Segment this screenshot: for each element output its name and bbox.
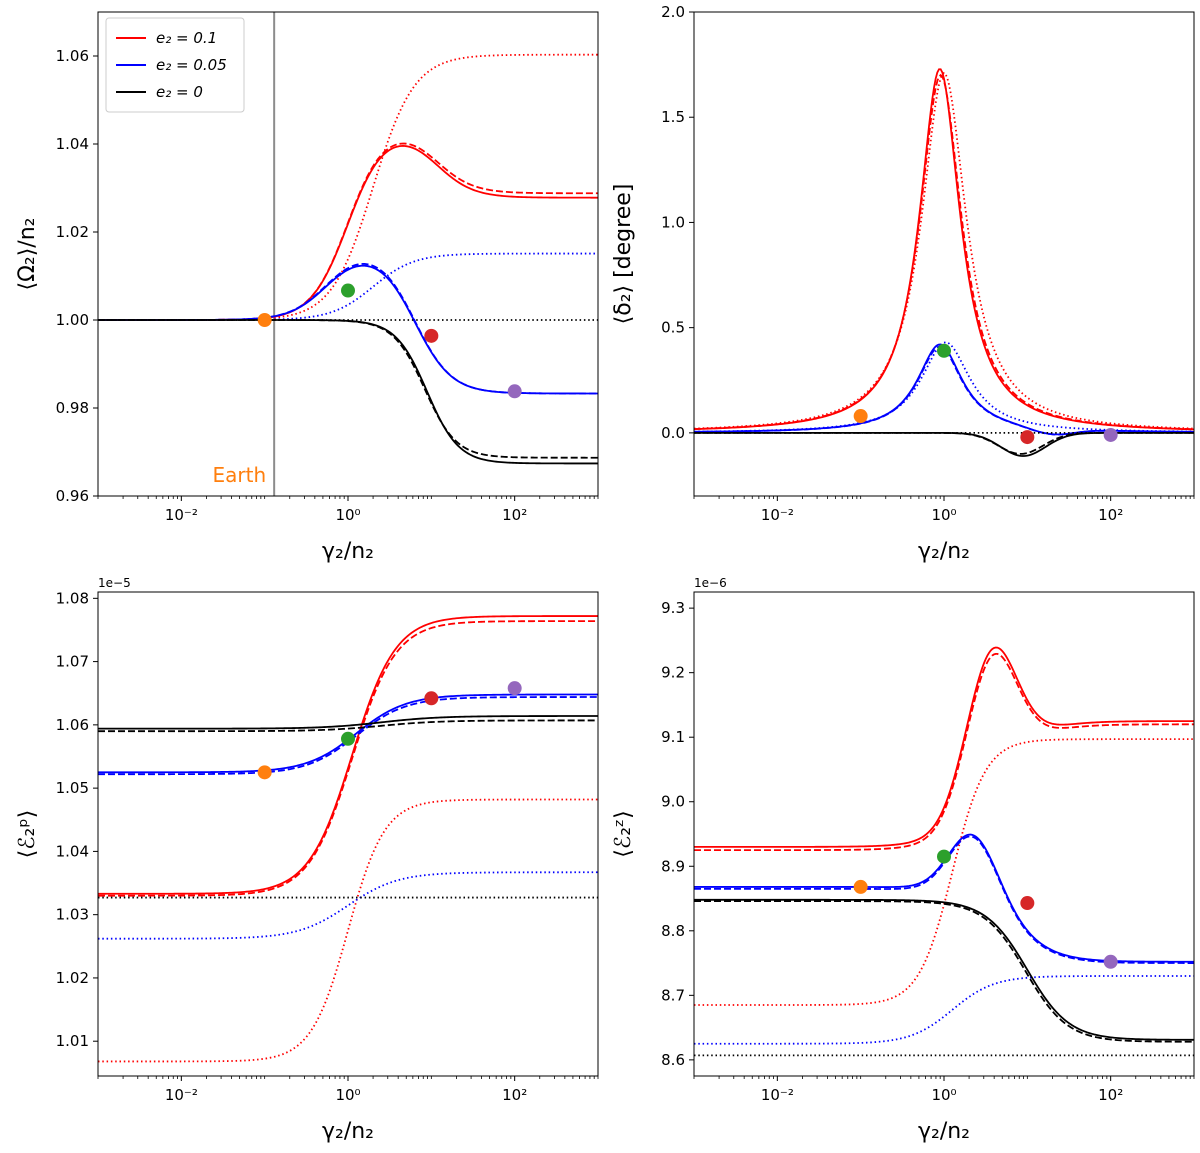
plot-area <box>98 592 598 1076</box>
x-tick-label: 10² <box>502 506 527 524</box>
y-tick-label: 1.06 <box>56 47 89 65</box>
legend-box <box>105 17 245 113</box>
series-line <box>694 738 1194 1006</box>
series-line <box>98 319 598 459</box>
series-line <box>98 798 598 1063</box>
data-marker <box>1020 896 1035 911</box>
series-group <box>98 615 598 1063</box>
y-tick-label: 0.96 <box>56 487 89 505</box>
series-group <box>694 68 1194 457</box>
legend-label: e₂ = 0.1 <box>156 29 217 47</box>
y-tick-label: 1.0 <box>661 213 685 231</box>
plot-area <box>694 12 1194 496</box>
legend: e₂ = 0.1 e₂ = 0.05 e₂ = 0 <box>105 17 245 113</box>
y-tick-label: 1.06 <box>56 716 89 734</box>
y-tick-label: 0.98 <box>56 399 89 417</box>
x-axis-label: γ₂/n₂ <box>322 1119 374 1144</box>
y-tick-label: 2.0 <box>661 3 685 21</box>
data-marker <box>937 849 951 864</box>
offset-label: 1e−5 <box>98 576 131 590</box>
y-tick-label: 1.04 <box>56 842 89 860</box>
y-tick-label: 1.02 <box>56 969 89 987</box>
y-tick-label: 1.5 <box>661 108 685 126</box>
y-tick-label: 1.04 <box>56 135 89 153</box>
y-tick-label: 1.02 <box>56 223 89 241</box>
x-tick-label: 10² <box>1098 506 1123 524</box>
data-marker <box>424 328 439 343</box>
series-line <box>98 719 598 733</box>
x-axis-label: γ₂/n₂ <box>322 539 374 564</box>
y-axis-label: ⟨ℰ₂ᵖ⟩ <box>15 810 40 859</box>
series-line <box>694 646 1194 848</box>
series-line <box>694 898 1194 1041</box>
y-tick-label: 8.6 <box>661 1051 685 1069</box>
data-marker <box>1103 427 1118 442</box>
data-marker <box>507 384 522 399</box>
series-line <box>98 620 598 897</box>
chart-omega: 0.96 0.98 1.00 1.02 1.04 1.06 10⁻² 10⁰ 10² γ₂/n₂ ⟨… <box>15 11 599 564</box>
series-line <box>98 715 598 730</box>
y-tick-label: 9.1 <box>661 728 685 746</box>
series-group <box>98 12 598 496</box>
y-tick-label: 8.8 <box>661 922 685 940</box>
data-marker <box>341 283 355 298</box>
series-line <box>694 900 1194 1043</box>
data-marker <box>1020 430 1035 445</box>
series-line <box>694 73 1194 431</box>
y-tick-label: 1.03 <box>56 906 89 924</box>
y-tick-label: 1.01 <box>56 1032 89 1050</box>
y-tick-label: 9.0 <box>661 793 685 811</box>
x-tick-label: 10² <box>1098 1086 1123 1104</box>
series-line <box>98 871 598 940</box>
series-group <box>694 646 1194 1057</box>
y-axis-label: ⟨Ω₂⟩/n₂ <box>15 218 40 291</box>
x-axis-label: γ₂/n₂ <box>918 539 970 564</box>
plot-area <box>694 592 1194 1076</box>
x-tick-label: 10⁻² <box>165 506 198 524</box>
x-tick-label: 10² <box>502 1086 527 1104</box>
series-line <box>98 53 598 321</box>
y-tick-label: 1.00 <box>56 311 89 329</box>
series-line <box>98 615 598 895</box>
x-axis-label: γ₂/n₂ <box>918 1119 970 1144</box>
y-tick-label: 9.2 <box>661 664 685 682</box>
data-marker <box>257 313 272 327</box>
data-marker <box>257 765 272 780</box>
y-tick-label: 1.05 <box>56 779 89 797</box>
offset-label: 1e−6 <box>694 576 727 590</box>
x-tick-label: 10⁰ <box>931 506 956 524</box>
y-tick-label: 1.07 <box>56 653 89 671</box>
y-axis-label: ⟨δ₂⟩ [degree] <box>611 184 636 325</box>
earth-annotation: Earth <box>213 463 267 487</box>
y-tick-label: 9.3 <box>661 599 685 617</box>
y-tick-label: 1.08 <box>56 589 89 607</box>
chart-erho: 1.01 1.02 1.03 1.04 1.05 1.06 1.07 1.08 10⁻² 10⁰ 1… <box>15 576 599 1144</box>
y-tick-label: 0.5 <box>661 319 685 337</box>
x-tick-label: 10⁰ <box>335 1086 360 1104</box>
legend-label: e₂ = 0 <box>156 83 203 101</box>
data-marker <box>853 879 868 894</box>
data-marker <box>507 681 522 696</box>
data-marker <box>1103 954 1118 969</box>
legend-label: e₂ = 0.05 <box>156 56 227 74</box>
series-line <box>694 652 1194 852</box>
series-line <box>694 71 1194 430</box>
data-marker <box>424 691 439 706</box>
chart-delta: 0.0 0.5 1.0 1.5 2.0 10⁻² 10⁰ 10² γ₂/n₂ ⟨δ₂⟩ [degr… <box>611 3 1195 564</box>
data-marker <box>853 409 868 424</box>
y-tick-label: 8.9 <box>661 857 685 875</box>
x-tick-label: 10⁰ <box>335 506 360 524</box>
data-marker <box>341 731 355 746</box>
x-tick-label: 10⁻² <box>761 1086 794 1104</box>
y-tick-label: 0.0 <box>661 424 685 442</box>
x-tick-label: 10⁰ <box>931 1086 956 1104</box>
data-marker <box>937 343 951 358</box>
y-tick-label: 8.7 <box>661 986 685 1004</box>
x-tick-label: 10⁻² <box>165 1086 198 1104</box>
x-tick-label: 10⁻² <box>761 506 794 524</box>
y-axis-label: ⟨ℰ₂ᶻ⟩ <box>611 810 636 857</box>
chart-ez: 8.6 8.7 8.8 8.9 9.0 9.1 9.2 9.3 10⁻² 10⁰ 10² γ₂/n₂ ⟨… <box>611 576 1195 1144</box>
